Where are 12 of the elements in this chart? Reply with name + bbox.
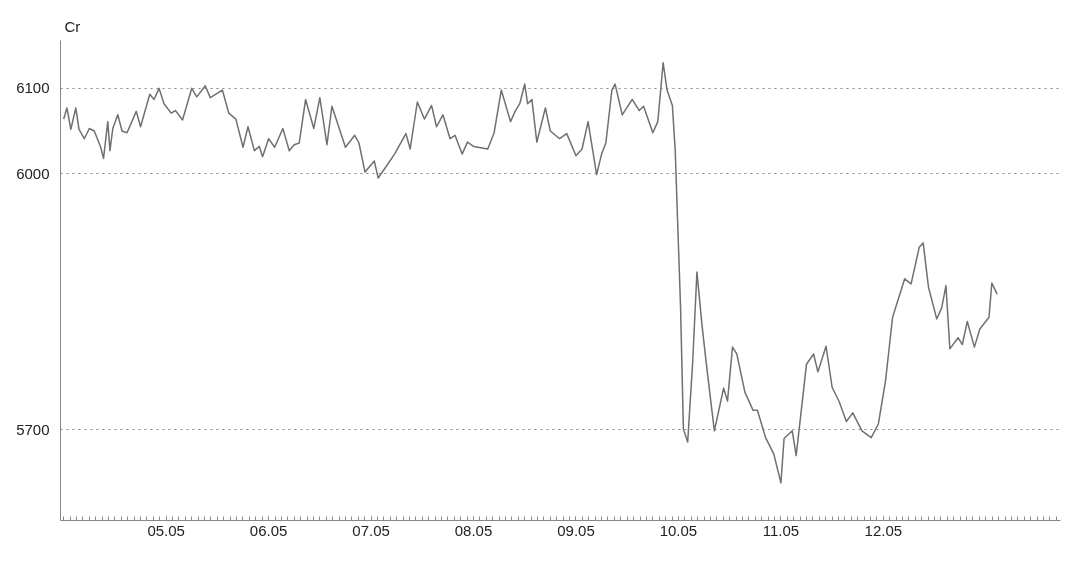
x-tick-label: 05.05 [147,521,185,539]
y-tick-label: 5700 [16,420,50,438]
x-tick-label: 08.05 [454,521,493,539]
x-tick-label: 10.05 [659,521,698,539]
x-tick-label: 11.05 [762,521,800,539]
y-axis-title: Cr [64,17,81,35]
y-tick-label: 6100 [16,79,50,97]
y-tick-label: 6000 [16,164,50,182]
x-tick-label: 12.05 [864,521,903,539]
x-tick-label: 06.05 [249,521,288,539]
x-tick-label: 07.05 [352,521,390,539]
x-tick-label: 09.05 [557,521,595,539]
